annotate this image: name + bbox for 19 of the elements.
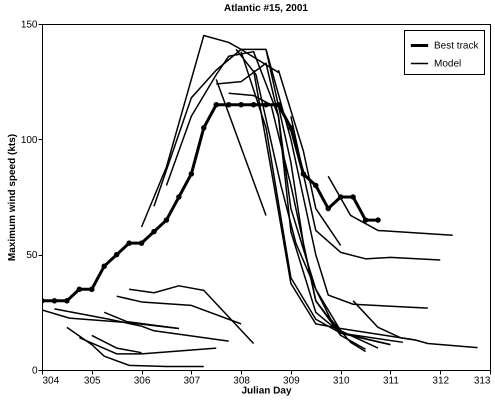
y-tick-label: 0 — [32, 366, 38, 376]
x-tick-label: 306 — [134, 376, 151, 386]
x-tick-label: 312 — [432, 376, 450, 386]
chart-title: Atlantic #15, 2001 — [224, 3, 308, 14]
x-tick-label: 308 — [233, 376, 250, 386]
x-tick-label: 305 — [84, 376, 102, 386]
legend-label: Best track — [434, 40, 480, 52]
x-axis-title: Julian Day — [241, 386, 292, 396]
x-tick-label: 313 — [474, 376, 491, 386]
x-tick-label: 310 — [332, 376, 350, 386]
x-tick-label: 307 — [183, 376, 201, 386]
y-tick-label: 150 — [20, 20, 38, 30]
x-tick-label: 311 — [382, 376, 400, 386]
y-tick-label: 100 — [20, 134, 38, 146]
legend-label: Model — [434, 58, 462, 70]
y-tick-label: 50 — [26, 250, 38, 262]
y-axis-title: Maximum wind speed (kts) — [6, 134, 18, 262]
x-tick-label: 309 — [283, 376, 300, 386]
x-tick-label: 304 — [42, 376, 60, 386]
